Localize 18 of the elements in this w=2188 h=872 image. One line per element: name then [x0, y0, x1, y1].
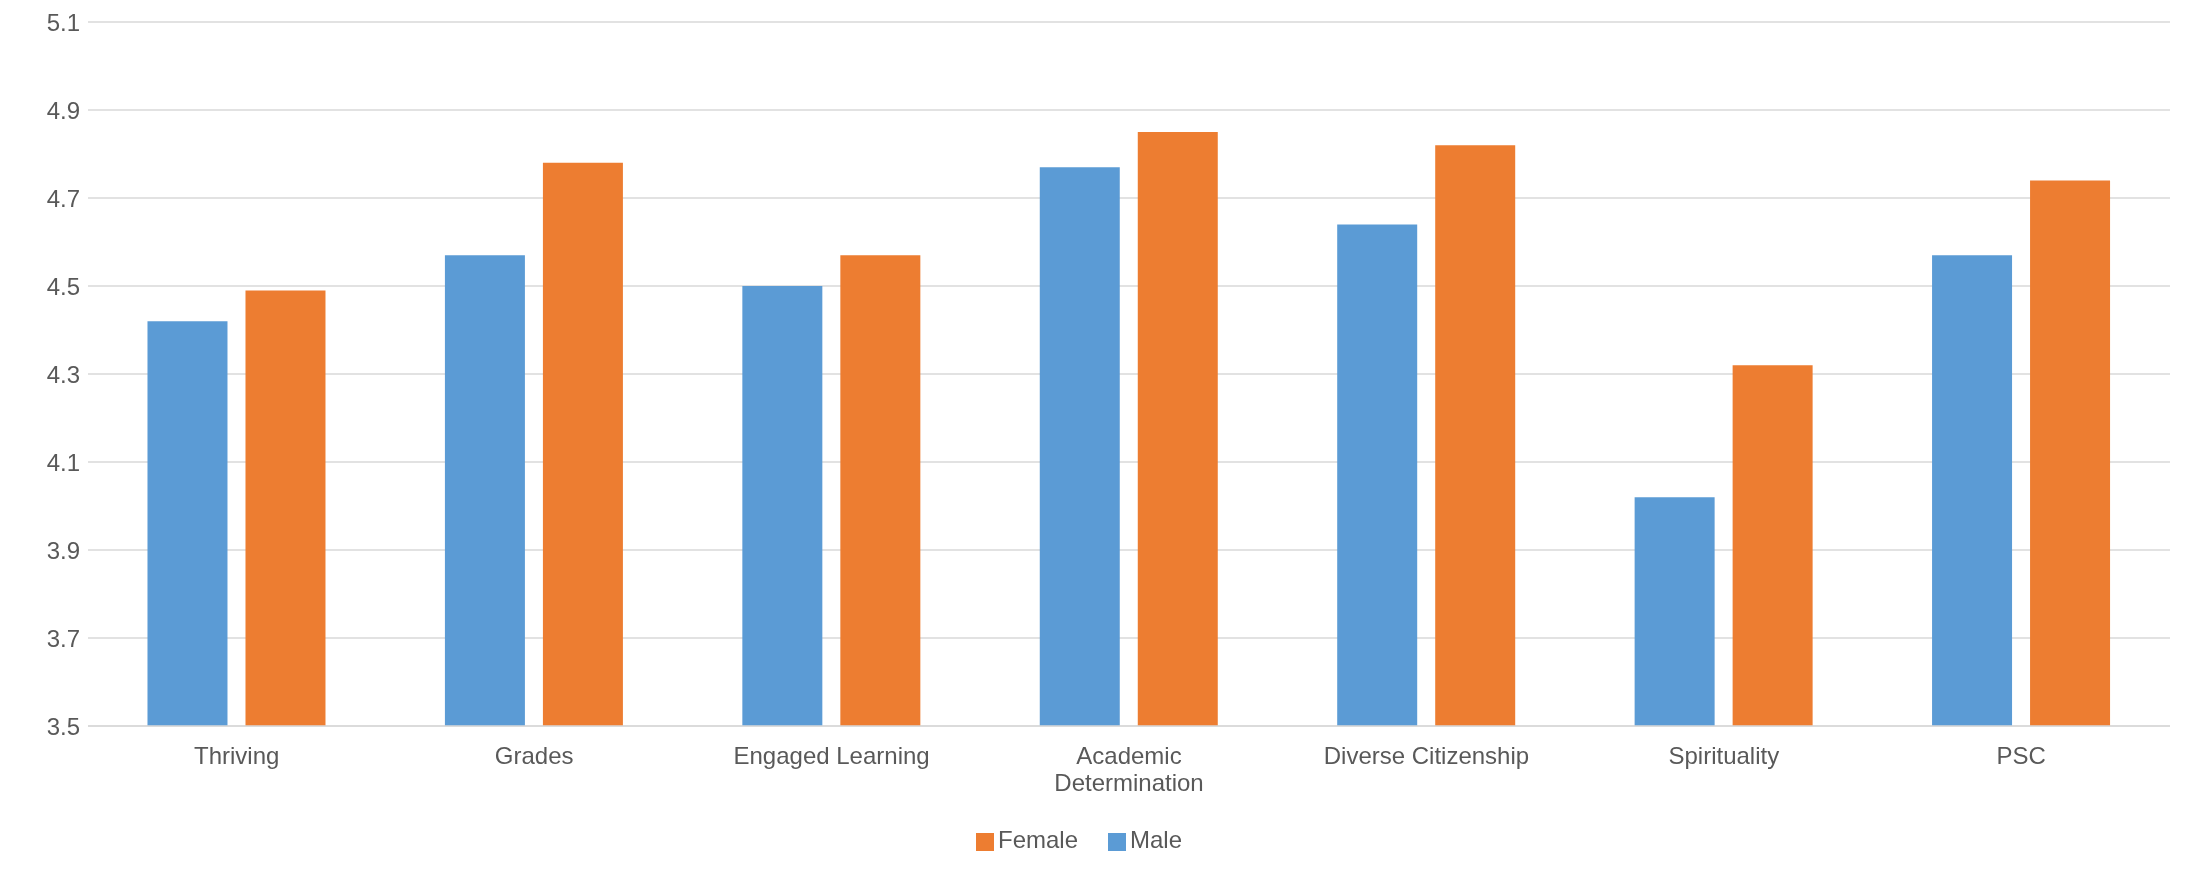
legend-label: Male — [1130, 826, 1183, 853]
y-tick-label: 3.9 — [46, 536, 80, 564]
x-tick-label: Grades — [494, 741, 574, 769]
x-tick-label: Spirituality — [1668, 741, 1780, 769]
y-tick-label: 3.7 — [46, 624, 80, 652]
x-tick-label: Engaged Learning — [733, 741, 930, 769]
x-tick-label: Diverse Citizenship — [1323, 741, 1530, 769]
x-tick-label: Thriving — [194, 741, 280, 769]
y-tick-label: 4.7 — [46, 184, 80, 212]
x-tick-label: PSC — [1996, 741, 2046, 769]
legend-label: Female — [997, 826, 1078, 853]
y-tick-label: 5.1 — [46, 8, 80, 36]
y-tick-label: 3.5 — [46, 712, 80, 740]
y-tick-label: 4.5 — [46, 272, 80, 300]
x-tick-label: Academic Determination — [1054, 741, 1204, 797]
y-tick-label: 4.3 — [46, 360, 80, 388]
y-tick-label: 4.9 — [46, 96, 80, 124]
y-tick-label: 4.1 — [46, 448, 80, 476]
